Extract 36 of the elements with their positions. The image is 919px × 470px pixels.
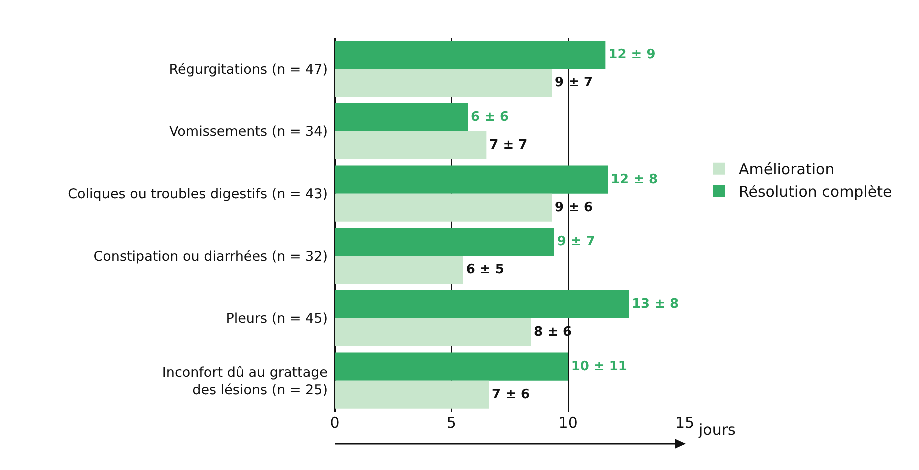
data-label: 12 ± 8 bbox=[611, 172, 658, 188]
legend-label: Résolution complète bbox=[739, 183, 892, 202]
x-tick-label: 5 bbox=[446, 414, 456, 432]
bar bbox=[335, 132, 487, 160]
y-tick-label: Pleurs (n = 45) bbox=[226, 311, 328, 328]
data-label: 9 ± 7 bbox=[557, 234, 596, 250]
bar bbox=[335, 41, 606, 70]
x-axis-title: jours bbox=[698, 421, 736, 439]
bar bbox=[335, 318, 531, 347]
bar bbox=[335, 256, 464, 284]
y-tick-label: Régurgitations (n = 47) bbox=[169, 62, 328, 78]
bar bbox=[335, 103, 468, 132]
bar bbox=[335, 228, 554, 256]
y-tick-label: Constipation ou diarrhées (n = 32) bbox=[94, 248, 328, 265]
data-label: 7 ± 6 bbox=[492, 387, 530, 402]
bar bbox=[335, 380, 489, 409]
bar bbox=[335, 290, 629, 318]
data-label: 13 ± 8 bbox=[632, 296, 680, 312]
x-tick-label: 0 bbox=[330, 414, 340, 432]
x-tick-label: 10 bbox=[558, 414, 578, 432]
bar bbox=[335, 166, 608, 194]
data-label: 9 ± 7 bbox=[555, 76, 594, 91]
bar bbox=[335, 352, 568, 381]
data-label: 6 ± 6 bbox=[471, 110, 510, 125]
y-tick-label: Coliques ou troubles digestifs (n = 43) bbox=[68, 186, 328, 203]
data-label: 6 ± 5 bbox=[466, 262, 504, 278]
legend-label: Amélioration bbox=[739, 160, 835, 179]
x-tick-label: 15 bbox=[675, 414, 695, 432]
bar bbox=[335, 69, 552, 98]
y-tick-label: Inconfort dû au grattage des lésions (n = 25) bbox=[162, 364, 328, 398]
y-tick-label: Vomissements (n = 34) bbox=[169, 124, 328, 140]
bar bbox=[335, 194, 552, 222]
data-label: 9 ± 6 bbox=[555, 200, 594, 216]
data-label: 7 ± 7 bbox=[490, 138, 528, 154]
data-label: 10 ± 11 bbox=[571, 359, 628, 374]
data-label: 12 ± 9 bbox=[608, 48, 656, 63]
